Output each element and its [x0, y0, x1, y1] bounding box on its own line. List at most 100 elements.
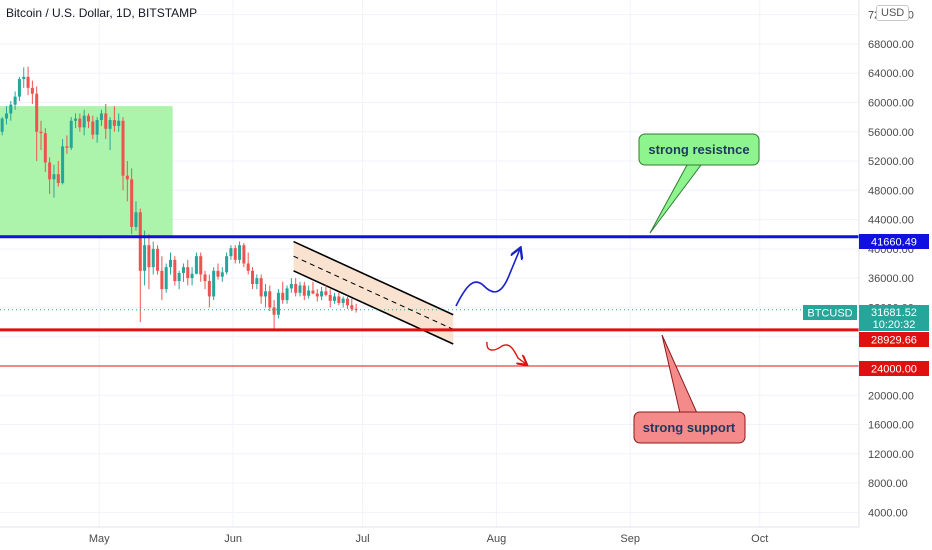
candle-body: [134, 212, 138, 227]
horizontal-levels: [0, 235, 859, 367]
y-tick-label: 44000.00: [868, 215, 914, 227]
ticker-name: BTCUSD: [807, 308, 852, 320]
candle-body: [220, 272, 224, 277]
candle-body: [190, 273, 194, 279]
resistance-price-text: 41660.49: [871, 237, 917, 249]
candle-body: [263, 291, 267, 297]
currency-button[interactable]: USD: [876, 5, 910, 21]
candle-body: [43, 133, 47, 163]
candle-body: [281, 292, 285, 301]
candle-body: [69, 120, 73, 148]
candle-body: [212, 270, 216, 297]
candle-body: [78, 118, 82, 128]
candle-body: [147, 245, 151, 268]
y-tick-label: 8000.00: [868, 478, 908, 490]
candle-body: [350, 305, 354, 309]
candle-body: [207, 281, 211, 297]
candle-body: [56, 174, 60, 183]
candle-body: [315, 293, 319, 297]
candle-body: [104, 113, 108, 129]
candle-body: [4, 113, 8, 119]
grid-lines: [0, 0, 859, 527]
candle-body: [9, 104, 13, 114]
candle-body: [238, 245, 242, 260]
candle-body: [35, 93, 39, 132]
candle-body: [311, 290, 315, 294]
y-tick-label: 56000.00: [868, 127, 914, 139]
y-tick-label: 48000.00: [868, 185, 914, 197]
candle-body: [272, 307, 276, 315]
support2-price-text: 24000.00: [871, 364, 917, 376]
candle-body: [39, 131, 43, 134]
candle-body: [337, 296, 341, 304]
candle-body: [289, 283, 293, 289]
x-tick-label: Aug: [487, 533, 507, 545]
candle-body: [65, 146, 69, 148]
candle-body: [17, 79, 21, 97]
candle-body: [233, 248, 237, 260]
candle-body: [276, 292, 280, 315]
candle-body: [143, 245, 147, 271]
y-tick-label: 68000.00: [868, 39, 914, 51]
price-axis[interactable]: 4000.00 8000.00 12000.00 16000.00 20000.00 24…: [868, 10, 914, 520]
candle-body: [255, 278, 259, 284]
chart-title: Bitcoin / U.S. Dollar, 1D, BITSTAMP: [6, 6, 198, 20]
candle-body: [125, 175, 129, 180]
candle-body: [345, 298, 349, 306]
candle-body: [298, 285, 302, 293]
candle-body: [246, 263, 250, 271]
highlight-zone: [0, 106, 173, 237]
candle-body: [130, 179, 134, 227]
candle-body: [91, 121, 95, 135]
candle-body: [259, 278, 263, 297]
support-label: strong support: [643, 420, 736, 435]
y-tick-label: 12000.00: [868, 449, 914, 461]
resistance-label: strong resistnce: [648, 142, 749, 157]
ticker-price-tag: BTCUSD 31681.52 10:20:32: [803, 305, 929, 331]
candle-body: [82, 115, 86, 128]
candle-body: [164, 267, 168, 290]
candle-body: [203, 274, 207, 282]
candle-body: [242, 245, 246, 264]
candle-body: [156, 248, 160, 271]
candle-body: [181, 267, 185, 274]
candle-body: [22, 76, 26, 80]
resistance-price-tag: 41660.49: [859, 234, 929, 249]
channel-fill: [293, 241, 454, 345]
candle-body: [216, 270, 220, 277]
support-price-text: 28929.66: [871, 335, 917, 347]
candle-body: [86, 115, 91, 122]
x-tick-label: Oct: [751, 533, 768, 545]
candle-body: [138, 212, 142, 271]
x-tick-label: Sep: [620, 533, 640, 545]
bullish-arrow-path: [455, 249, 520, 307]
candle-body: [173, 259, 177, 282]
candle-body: [74, 118, 78, 121]
candle-body: [117, 120, 121, 126]
support2-price-tag: 24000.00: [859, 361, 929, 376]
x-tick-label: Jul: [356, 533, 370, 545]
channel-upper-line: [293, 240, 454, 316]
candle-body: [333, 296, 337, 301]
ticker-countdown: 10:20:32: [873, 319, 916, 331]
x-tick-label: May: [89, 533, 110, 545]
bearish-arrow-path: [486, 341, 526, 364]
time-axis[interactable]: May Jun Jul Aug Sep Oct: [89, 533, 768, 545]
candle-body: [194, 256, 198, 274]
y-tick-label: 60000.00: [868, 97, 914, 109]
candle-body: [112, 120, 116, 126]
y-tick-label: 16000.00: [868, 420, 914, 432]
candle-body: [302, 285, 306, 296]
y-tick-label: 64000.00: [868, 68, 914, 80]
candle-body: [108, 120, 112, 129]
candle-body: [324, 291, 328, 295]
candle-body: [95, 120, 99, 135]
y-tick-label: 36000.00: [868, 273, 914, 285]
candle-body: [61, 146, 65, 183]
candles-group: [0, 66, 358, 331]
ticker-price: 31681.52: [871, 307, 917, 319]
candle-body: [168, 259, 173, 268]
descending-channel: [293, 240, 454, 345]
candle-body: [26, 76, 30, 88]
